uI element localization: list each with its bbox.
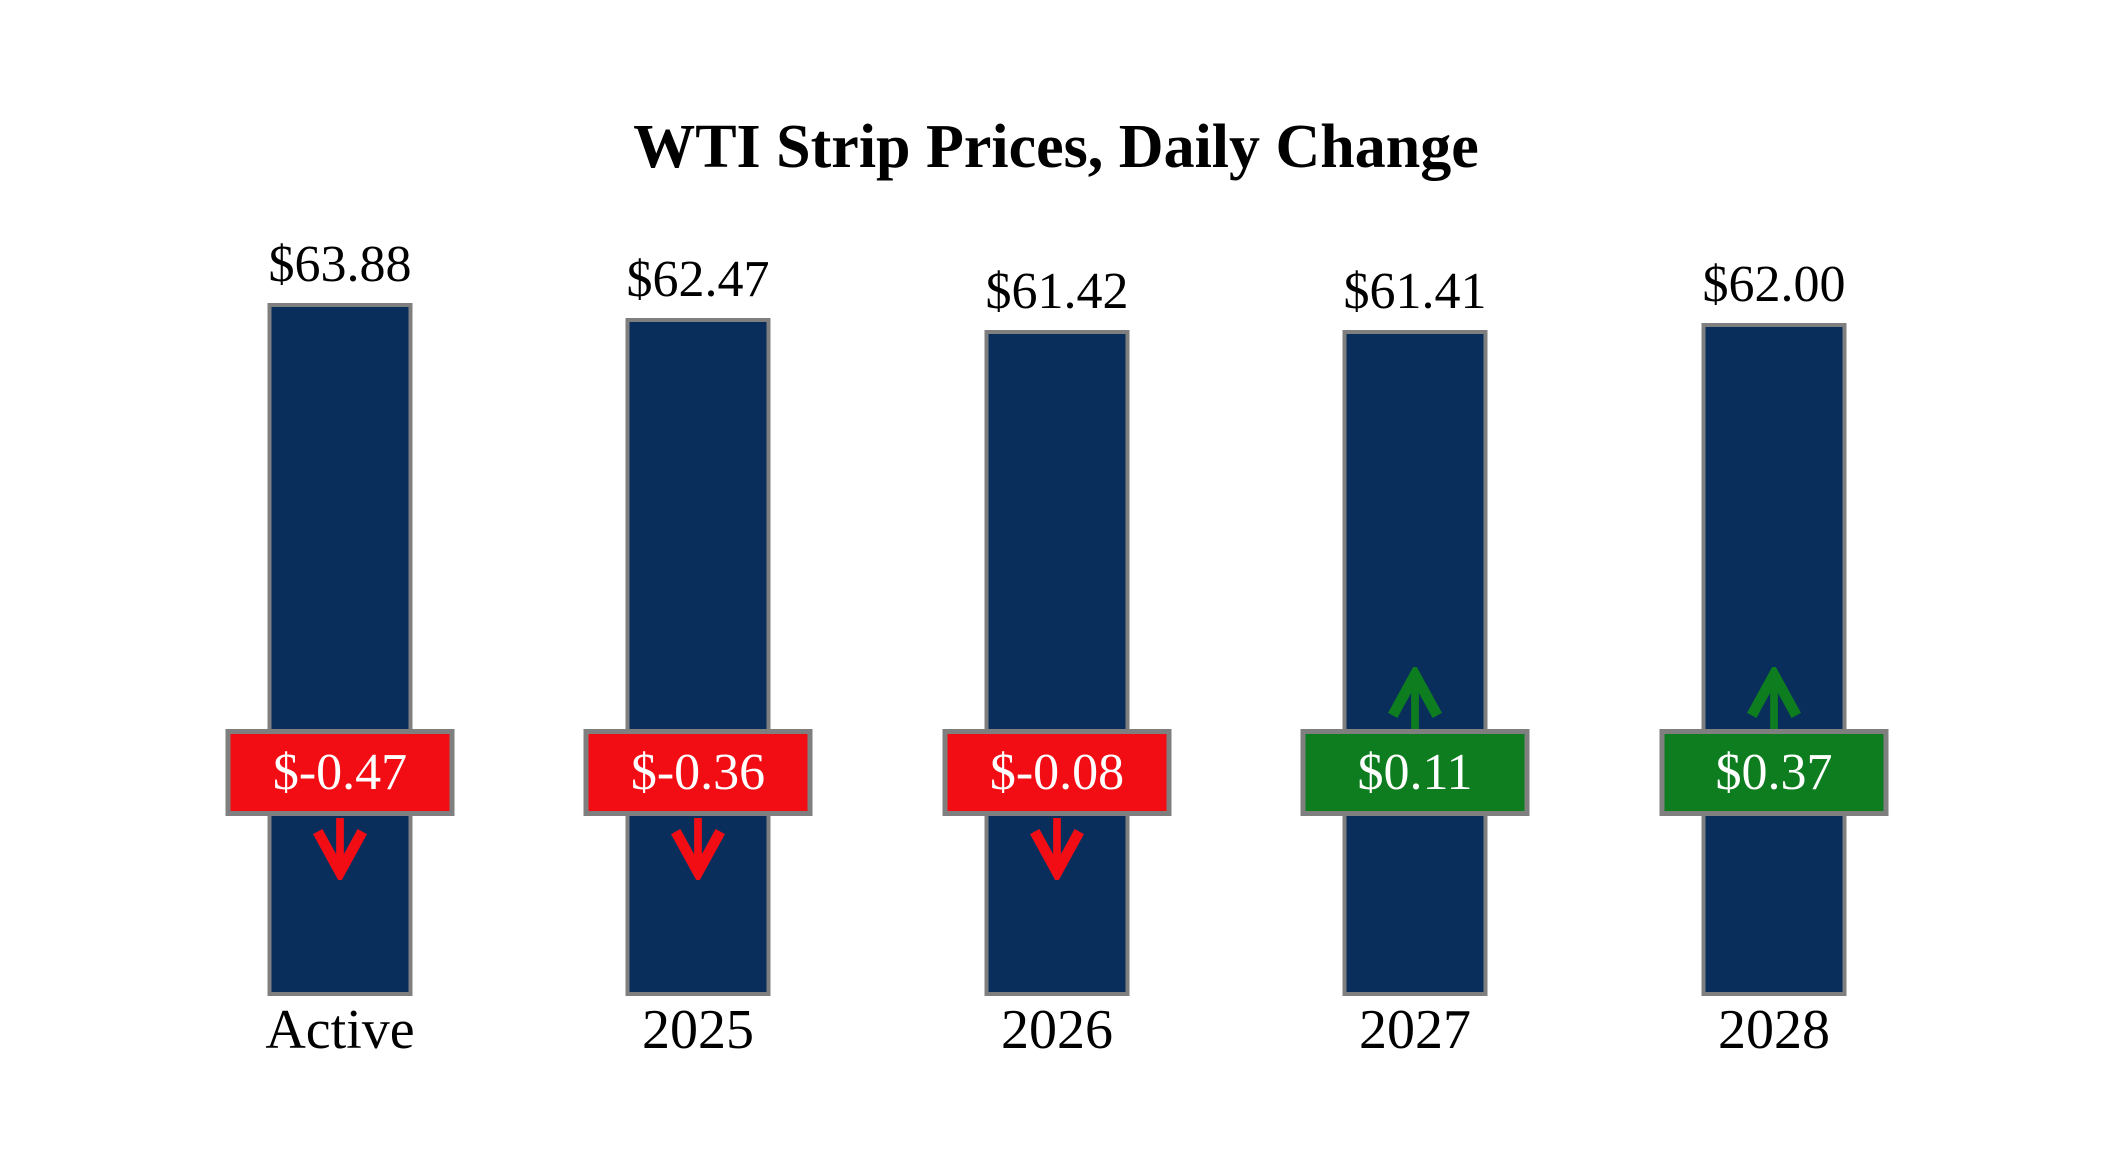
category-label: 2026 — [1001, 999, 1113, 1061]
price-bar — [1701, 323, 1847, 996]
daily-change-badge: $-0.36 — [583, 729, 813, 816]
strip-price-label: $61.41 — [1343, 263, 1487, 320]
down-arrow-icon — [1025, 818, 1089, 880]
strip-price-label: $61.42 — [985, 263, 1129, 320]
category-label: 2025 — [642, 999, 754, 1061]
bar-column-2028: $62.00 $0.37 2028 — [1594, 0, 1954, 1152]
daily-change-badge: $0.37 — [1659, 729, 1889, 816]
bar-column-2026: $61.42 $-0.08 2026 — [877, 0, 1237, 1152]
category-label: 2027 — [1359, 999, 1471, 1061]
price-bar — [625, 318, 771, 996]
bar-column-2027: $61.41 $0.11 2027 — [1235, 0, 1595, 1152]
daily-change-badge: $0.11 — [1300, 729, 1530, 816]
category-label: 2028 — [1718, 999, 1830, 1061]
daily-change-badge: $-0.47 — [225, 729, 455, 816]
strip-price-label: $63.88 — [268, 236, 412, 293]
price-bar — [1342, 330, 1488, 996]
up-arrow-icon — [1383, 667, 1447, 729]
strip-price-label: $62.00 — [1702, 256, 1846, 313]
category-label: Active — [265, 999, 415, 1061]
chart-title: WTI Strip Prices, Daily Change — [633, 113, 1479, 181]
price-bar — [984, 330, 1130, 996]
daily-change-badge: $-0.08 — [942, 729, 1172, 816]
down-arrow-icon — [666, 818, 730, 880]
up-arrow-icon — [1742, 667, 1806, 729]
strip-price-label: $62.47 — [626, 251, 770, 308]
bar-column-active: $63.88 $-0.47 Active — [160, 0, 520, 1152]
down-arrow-icon — [308, 818, 372, 880]
price-bar — [267, 303, 413, 996]
bar-column-2025: $62.47 $-0.36 2025 — [518, 0, 878, 1152]
